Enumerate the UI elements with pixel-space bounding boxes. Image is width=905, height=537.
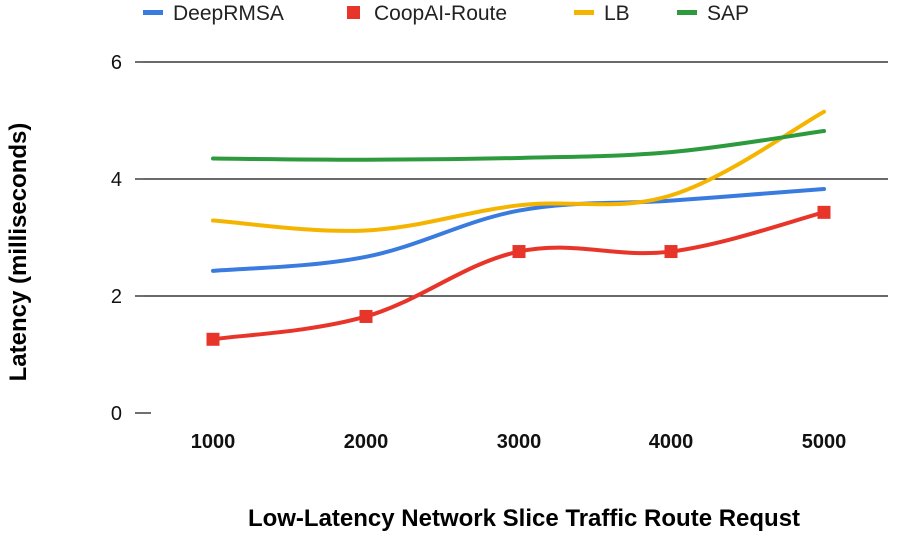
point-coopai-route-1000	[206, 332, 220, 346]
x-tick-label-2000: 2000	[344, 431, 389, 453]
legend-swatch-deeprmsa	[143, 10, 163, 15]
legend-label-deeprmsa: DeepRMSA	[173, 2, 284, 25]
x-tick-label-3000: 3000	[497, 431, 542, 453]
y-axis-title: Latency (milliseconds)	[5, 123, 32, 382]
legend-label-sap: SAP	[707, 2, 749, 25]
x-tick-label-5000: 5000	[802, 431, 847, 453]
y-tick-label-0: 0	[111, 403, 122, 425]
point-coopai-route-3000	[512, 245, 526, 259]
series-layer	[206, 109, 831, 346]
x-tick-label-1000: 1000	[191, 431, 236, 453]
legend-swatch-sap	[677, 10, 697, 15]
x-axis-title: Low-Latency Network Slice Traffic Route …	[248, 505, 800, 532]
x-axis-ticks: 1000 2000 3000 4000 5000	[191, 431, 847, 453]
legend-label-lb: LB	[604, 2, 630, 25]
gridlines	[135, 61, 888, 414]
series-line-sap	[211, 129, 826, 162]
y-tick-label-2: 2	[111, 286, 122, 308]
series-line-deeprmsa	[211, 186, 826, 273]
series-line-coopai-route	[211, 210, 826, 342]
y-tick-label-4: 4	[111, 169, 122, 191]
point-coopai-route-5000	[817, 205, 831, 219]
legend-swatch-coopai-route	[347, 6, 360, 19]
y-axis-ticks: 0 2 4 6	[111, 52, 122, 425]
legend: DeepRMSA CoopAI-Route LB SAP	[143, 2, 749, 25]
y-tick-label-6: 6	[111, 52, 122, 74]
series-line-lb	[211, 109, 826, 233]
point-coopai-route-4000	[664, 245, 678, 259]
x-tick-label-4000: 4000	[649, 431, 694, 453]
legend-label-coopai-route: CoopAI-Route	[374, 2, 507, 25]
point-coopai-route-2000	[359, 309, 373, 323]
legend-swatch-lb	[574, 10, 594, 15]
